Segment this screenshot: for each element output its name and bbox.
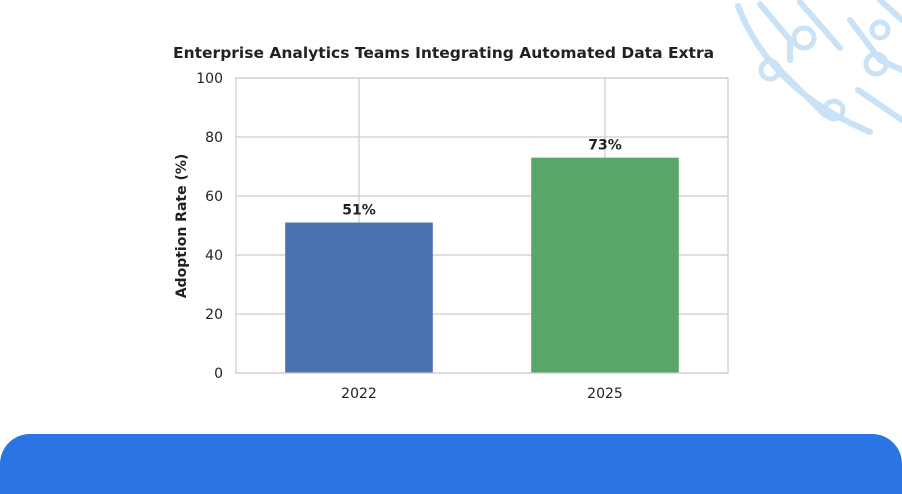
y-tick-label: 40 (205, 248, 223, 264)
y-tick-label: 60 (205, 189, 223, 205)
y-tick-label: 20 (205, 307, 223, 323)
x-tick-label: 2022 (341, 386, 377, 402)
y-tick-label: 100 (196, 71, 223, 87)
y-tick-labels: 0 20 40 60 80 100 (196, 71, 223, 382)
data-label: 73% (588, 138, 622, 154)
x-tick-labels: 2022 2025 (341, 386, 623, 402)
footer-bar (0, 434, 902, 494)
data-label: 51% (342, 203, 376, 219)
chart-title: Enterprise Analytics Teams Integrating A… (173, 44, 714, 62)
y-tick-label: 80 (205, 130, 223, 146)
bar-2022 (285, 222, 433, 373)
data-labels: 51% 73% (342, 138, 622, 219)
x-tick-label: 2025 (587, 386, 623, 402)
y-tick-label: 0 (214, 366, 223, 382)
plot-frame (235, 77, 729, 374)
y-axis-label: Adoption Rate (%) (174, 154, 190, 299)
bar-chart: Enterprise Analytics Teams Integrating A… (173, 44, 729, 402)
bar-2025 (531, 157, 679, 373)
bars (285, 157, 679, 373)
circuit-pattern-icon (735, 0, 902, 135)
